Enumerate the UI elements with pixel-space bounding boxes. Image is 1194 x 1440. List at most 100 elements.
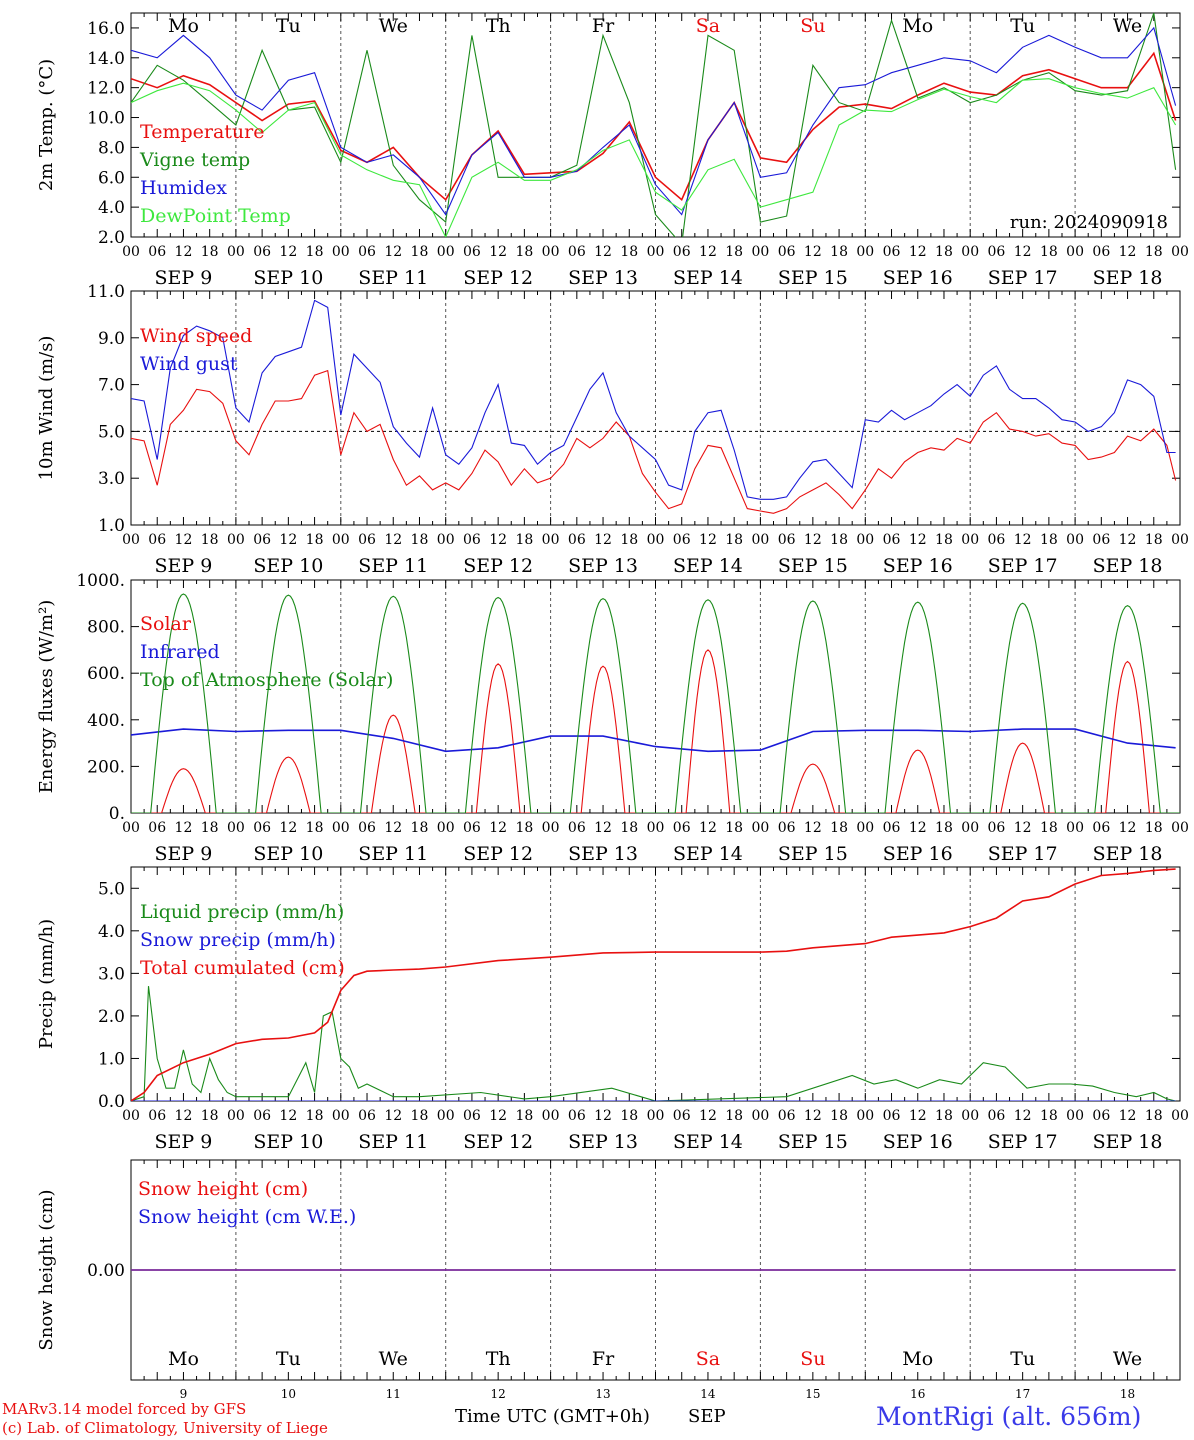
- weekday-label: Tu: [276, 1348, 301, 1370]
- date-label: SEP 17: [988, 843, 1058, 865]
- hour-tick-label: 06: [1092, 820, 1110, 836]
- date-label: SEP 17: [988, 267, 1058, 289]
- hour-tick-label: 06: [358, 820, 376, 836]
- series-line: [131, 593, 1180, 813]
- hour-tick-label: 00: [332, 532, 350, 548]
- legend-entry: Wind speed: [140, 325, 252, 347]
- y-tick-label: 0.00: [87, 1261, 125, 1281]
- hour-tick-label: 12: [1014, 532, 1032, 548]
- hour-tick-label: 18: [1145, 244, 1163, 260]
- hour-tick-label: 12: [1119, 1108, 1137, 1124]
- date-label: SEP 15: [778, 555, 848, 577]
- hour-tick-label: 00: [332, 1108, 350, 1124]
- legend-entry: Temperature: [140, 121, 264, 143]
- y-tick-label: 1.0: [98, 1049, 125, 1069]
- hour-tick-label: 00: [751, 1108, 769, 1124]
- date-label: SEP 15: [778, 1131, 848, 1153]
- legend-entry: Liquid precip (mm/h): [140, 901, 344, 923]
- hour-tick-label: 00: [751, 820, 769, 836]
- date-label: SEP 15: [778, 843, 848, 865]
- hour-tick-label: 18: [306, 1108, 324, 1124]
- hour-tick-label: 00: [751, 532, 769, 548]
- y-tick-label: 7.0: [98, 376, 125, 396]
- hour-tick-label: 18: [725, 1108, 743, 1124]
- date-label: SEP 17: [988, 1131, 1058, 1153]
- hour-tick-label: 06: [568, 532, 586, 548]
- hour-tick-label: 12: [909, 244, 927, 260]
- hour-tick-label: 06: [1092, 532, 1110, 548]
- hour-tick-label: 12: [699, 1108, 717, 1124]
- hour-tick-label: 12: [699, 244, 717, 260]
- hour-tick-label: 06: [883, 820, 901, 836]
- day-number-label: 12: [491, 1387, 506, 1401]
- hour-tick-label: 06: [568, 1108, 586, 1124]
- legend-entry: Total cumulated (cm): [140, 957, 345, 979]
- hour-tick-label: 12: [279, 532, 297, 548]
- hour-tick-label: 06: [463, 244, 481, 260]
- date-label: SEP 14: [673, 555, 743, 577]
- y-tick-label: 400.: [87, 711, 125, 731]
- series-line: [131, 299, 1176, 500]
- hour-tick-label: 06: [988, 1108, 1006, 1124]
- hour-tick-label: 06: [358, 1108, 376, 1124]
- day-number-label: 16: [910, 1387, 925, 1401]
- date-label: SEP 17: [988, 555, 1058, 577]
- y-tick-label: 1000.: [76, 571, 125, 591]
- hour-tick-label: 18: [1145, 532, 1163, 548]
- hour-tick-label: 18: [620, 244, 638, 260]
- hour-tick-label: 18: [201, 820, 219, 836]
- hour-tick-label: 12: [1119, 244, 1137, 260]
- hour-tick-label: 12: [489, 532, 507, 548]
- hour-tick-label: 00: [227, 1108, 245, 1124]
- weekday-label: Fr: [592, 1348, 615, 1370]
- hour-tick-label: 18: [515, 820, 533, 836]
- hour-tick-label: 18: [306, 820, 324, 836]
- weekday-label: Su: [800, 1348, 825, 1370]
- hour-tick-label: 00: [961, 244, 979, 260]
- hour-tick-label: 12: [909, 532, 927, 548]
- hour-tick-label: 06: [148, 532, 166, 548]
- y-tick-label: 5.0: [98, 422, 125, 442]
- legend-entry: Solar: [140, 613, 192, 635]
- date-label: SEP 18: [1093, 267, 1163, 289]
- hour-tick-label: 00: [542, 820, 560, 836]
- y-axis-label: Snow height (cm): [36, 1189, 57, 1350]
- date-label: SEP 14: [673, 267, 743, 289]
- date-label: SEP 18: [1093, 555, 1163, 577]
- y-tick-label: 600.: [87, 664, 125, 684]
- weekday-label: Tu: [276, 15, 301, 37]
- hour-tick-label: 00: [1066, 820, 1084, 836]
- y-tick-label: 5.0: [98, 879, 125, 899]
- date-label: SEP 15: [778, 267, 848, 289]
- y-axis-label: Precip (mm/h): [36, 919, 57, 1049]
- hour-tick-label: 00: [1171, 532, 1189, 548]
- date-label: SEP 10: [253, 843, 323, 865]
- hour-tick-label: 00: [856, 1108, 874, 1124]
- hour-tick-label: 06: [988, 244, 1006, 260]
- hour-tick-label: 12: [594, 532, 612, 548]
- series-line: [131, 78, 1177, 237]
- y-tick-label: 8.0: [98, 138, 125, 158]
- y-axis-label: 10m Wind (m/s): [36, 336, 57, 481]
- date-label: SEP 11: [358, 555, 428, 577]
- hour-tick-label: 06: [778, 244, 796, 260]
- y-tick-label: 4.0: [98, 198, 125, 218]
- hour-tick-label: 06: [1092, 1108, 1110, 1124]
- hour-tick-label: 18: [306, 244, 324, 260]
- day-number-label: 17: [1015, 1387, 1030, 1401]
- hour-tick-label: 12: [804, 532, 822, 548]
- hour-tick-label: 12: [175, 1108, 193, 1124]
- hour-tick-label: 06: [883, 1108, 901, 1124]
- series-line: [131, 986, 1176, 1101]
- hour-tick-label: 12: [175, 820, 193, 836]
- series-line: [131, 369, 1177, 514]
- hour-tick-label: 06: [568, 244, 586, 260]
- day-number-label: 13: [595, 1387, 610, 1401]
- hour-tick-label: 00: [1171, 820, 1189, 836]
- hour-tick-label: 18: [935, 1108, 953, 1124]
- date-label: SEP 18: [1093, 843, 1163, 865]
- hour-tick-label: 18: [1145, 820, 1163, 836]
- y-tick-label: 10.0: [87, 109, 125, 129]
- hour-tick-label: 18: [1040, 532, 1058, 548]
- y-tick-label: 6.0: [98, 168, 125, 188]
